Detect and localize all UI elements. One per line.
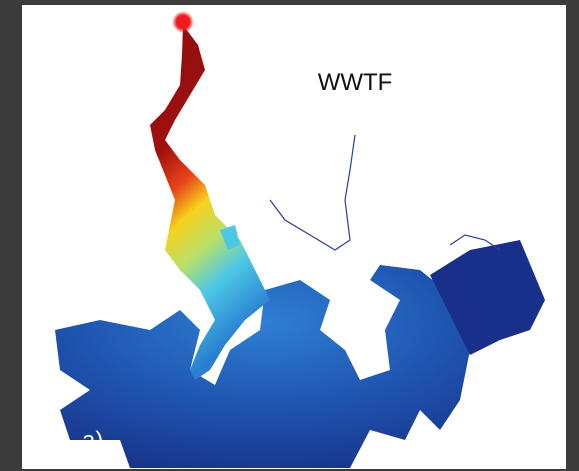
source-label: WWTF — [318, 69, 393, 96]
panel-label: a) — [82, 427, 103, 454]
outfall-marker — [172, 11, 194, 33]
map-figure: WWTF a) — [0, 0, 579, 471]
page: WWTF a) (() => { const data = JSON.parse… — [0, 0, 579, 471]
